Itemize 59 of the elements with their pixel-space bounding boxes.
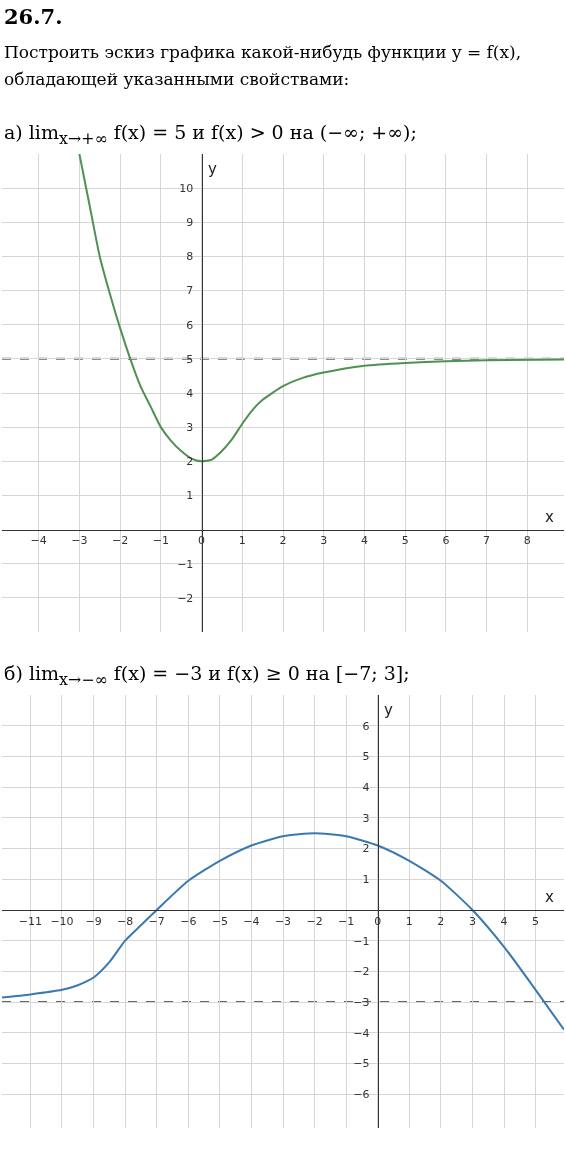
x-tick-label: 1 — [405, 914, 413, 928]
y-tick-label: 8 — [186, 250, 194, 264]
x-tick-label: −4 — [243, 914, 260, 928]
x-tick-label: 8 — [523, 534, 531, 548]
y-tick-label: 2 — [362, 842, 370, 856]
x-tick-label: 3 — [320, 534, 328, 548]
y-tick-label: 5 — [362, 750, 370, 764]
chart-title: б) lim$_{x→−∞}$ f(x) = −3 и f(x) ≥ 0 на [−7; 3]; — [3, 661, 411, 689]
y-tick-label: −1 — [353, 934, 370, 948]
x-axis-title: x — [545, 508, 554, 527]
y-tick-label: 1 — [362, 873, 370, 887]
x-tick-label: −1 — [152, 534, 169, 548]
y-axis-title: y — [384, 700, 393, 719]
y-tick-label: 9 — [186, 216, 194, 230]
y-tick-label: 3 — [186, 421, 194, 435]
y-tick-label: 2 — [186, 455, 194, 469]
y-tick-label: 10 — [179, 182, 194, 196]
x-tick-label: −2 — [306, 914, 323, 928]
x-tick-label: 4 — [500, 914, 508, 928]
x-tick-label: −4 — [30, 534, 47, 548]
x-tick-label: 1 — [238, 534, 246, 548]
x-tick-label: −3 — [274, 914, 292, 928]
x-tick-label: 2 — [279, 534, 287, 548]
x-tick-label: 5 — [401, 534, 409, 548]
y-tick-label: −6 — [353, 1088, 370, 1102]
x-tick-label: −11 — [18, 914, 43, 928]
y-tick-label: 4 — [186, 387, 194, 401]
x-tick-label: 6 — [442, 534, 450, 548]
chart-subtitle: Построить эскиз графика какой-нибудь функции y = f(x), обладающей указанными свойствами: — [3, 41, 523, 92]
x-tick-label: −3 — [71, 534, 88, 548]
y-axis-title: y — [208, 160, 217, 179]
y-tick-label: 6 — [362, 719, 370, 733]
chart-title: 26.7. — [3, 3, 64, 31]
y-tick-label: 3 — [362, 811, 370, 825]
x-tick-label: 3 — [468, 914, 476, 928]
x-tick-label: −2 — [111, 534, 129, 548]
line-series — [78, 154, 564, 463]
y-tick-label: 6 — [186, 318, 194, 332]
y-tick-label: −4 — [353, 1026, 370, 1040]
x-tick-label: 5 — [532, 914, 540, 928]
x-tick-label: −8 — [117, 914, 134, 928]
y-tick-label: −3 — [353, 995, 370, 1009]
x-tick-label: −9 — [85, 914, 102, 928]
text: а) lim$_{x→+∞}$ f(x) = 5 и f(x) > 0 на (−∞; +∞); — [3, 120, 418, 149]
x-tick-label: −7 — [148, 914, 165, 928]
y-tick-label: 4 — [362, 780, 370, 794]
x-tick-label: −5 — [211, 914, 228, 928]
line-series — [2, 832, 564, 1031]
y-tick-label: −2 — [177, 591, 194, 605]
y-tick-label: −2 — [353, 965, 370, 979]
y-tick-label: −5 — [353, 1057, 370, 1071]
y-tick-label: −1 — [177, 557, 194, 571]
x-tick-label: 2 — [437, 914, 445, 928]
x-tick-label: −1 — [338, 914, 355, 928]
y-tick-label: 1 — [186, 489, 194, 503]
x-tick-label: −10 — [50, 914, 74, 928]
y-tick-label: 7 — [186, 284, 194, 298]
x-axis-title: x — [545, 887, 554, 906]
x-tick-label: 7 — [483, 534, 491, 548]
